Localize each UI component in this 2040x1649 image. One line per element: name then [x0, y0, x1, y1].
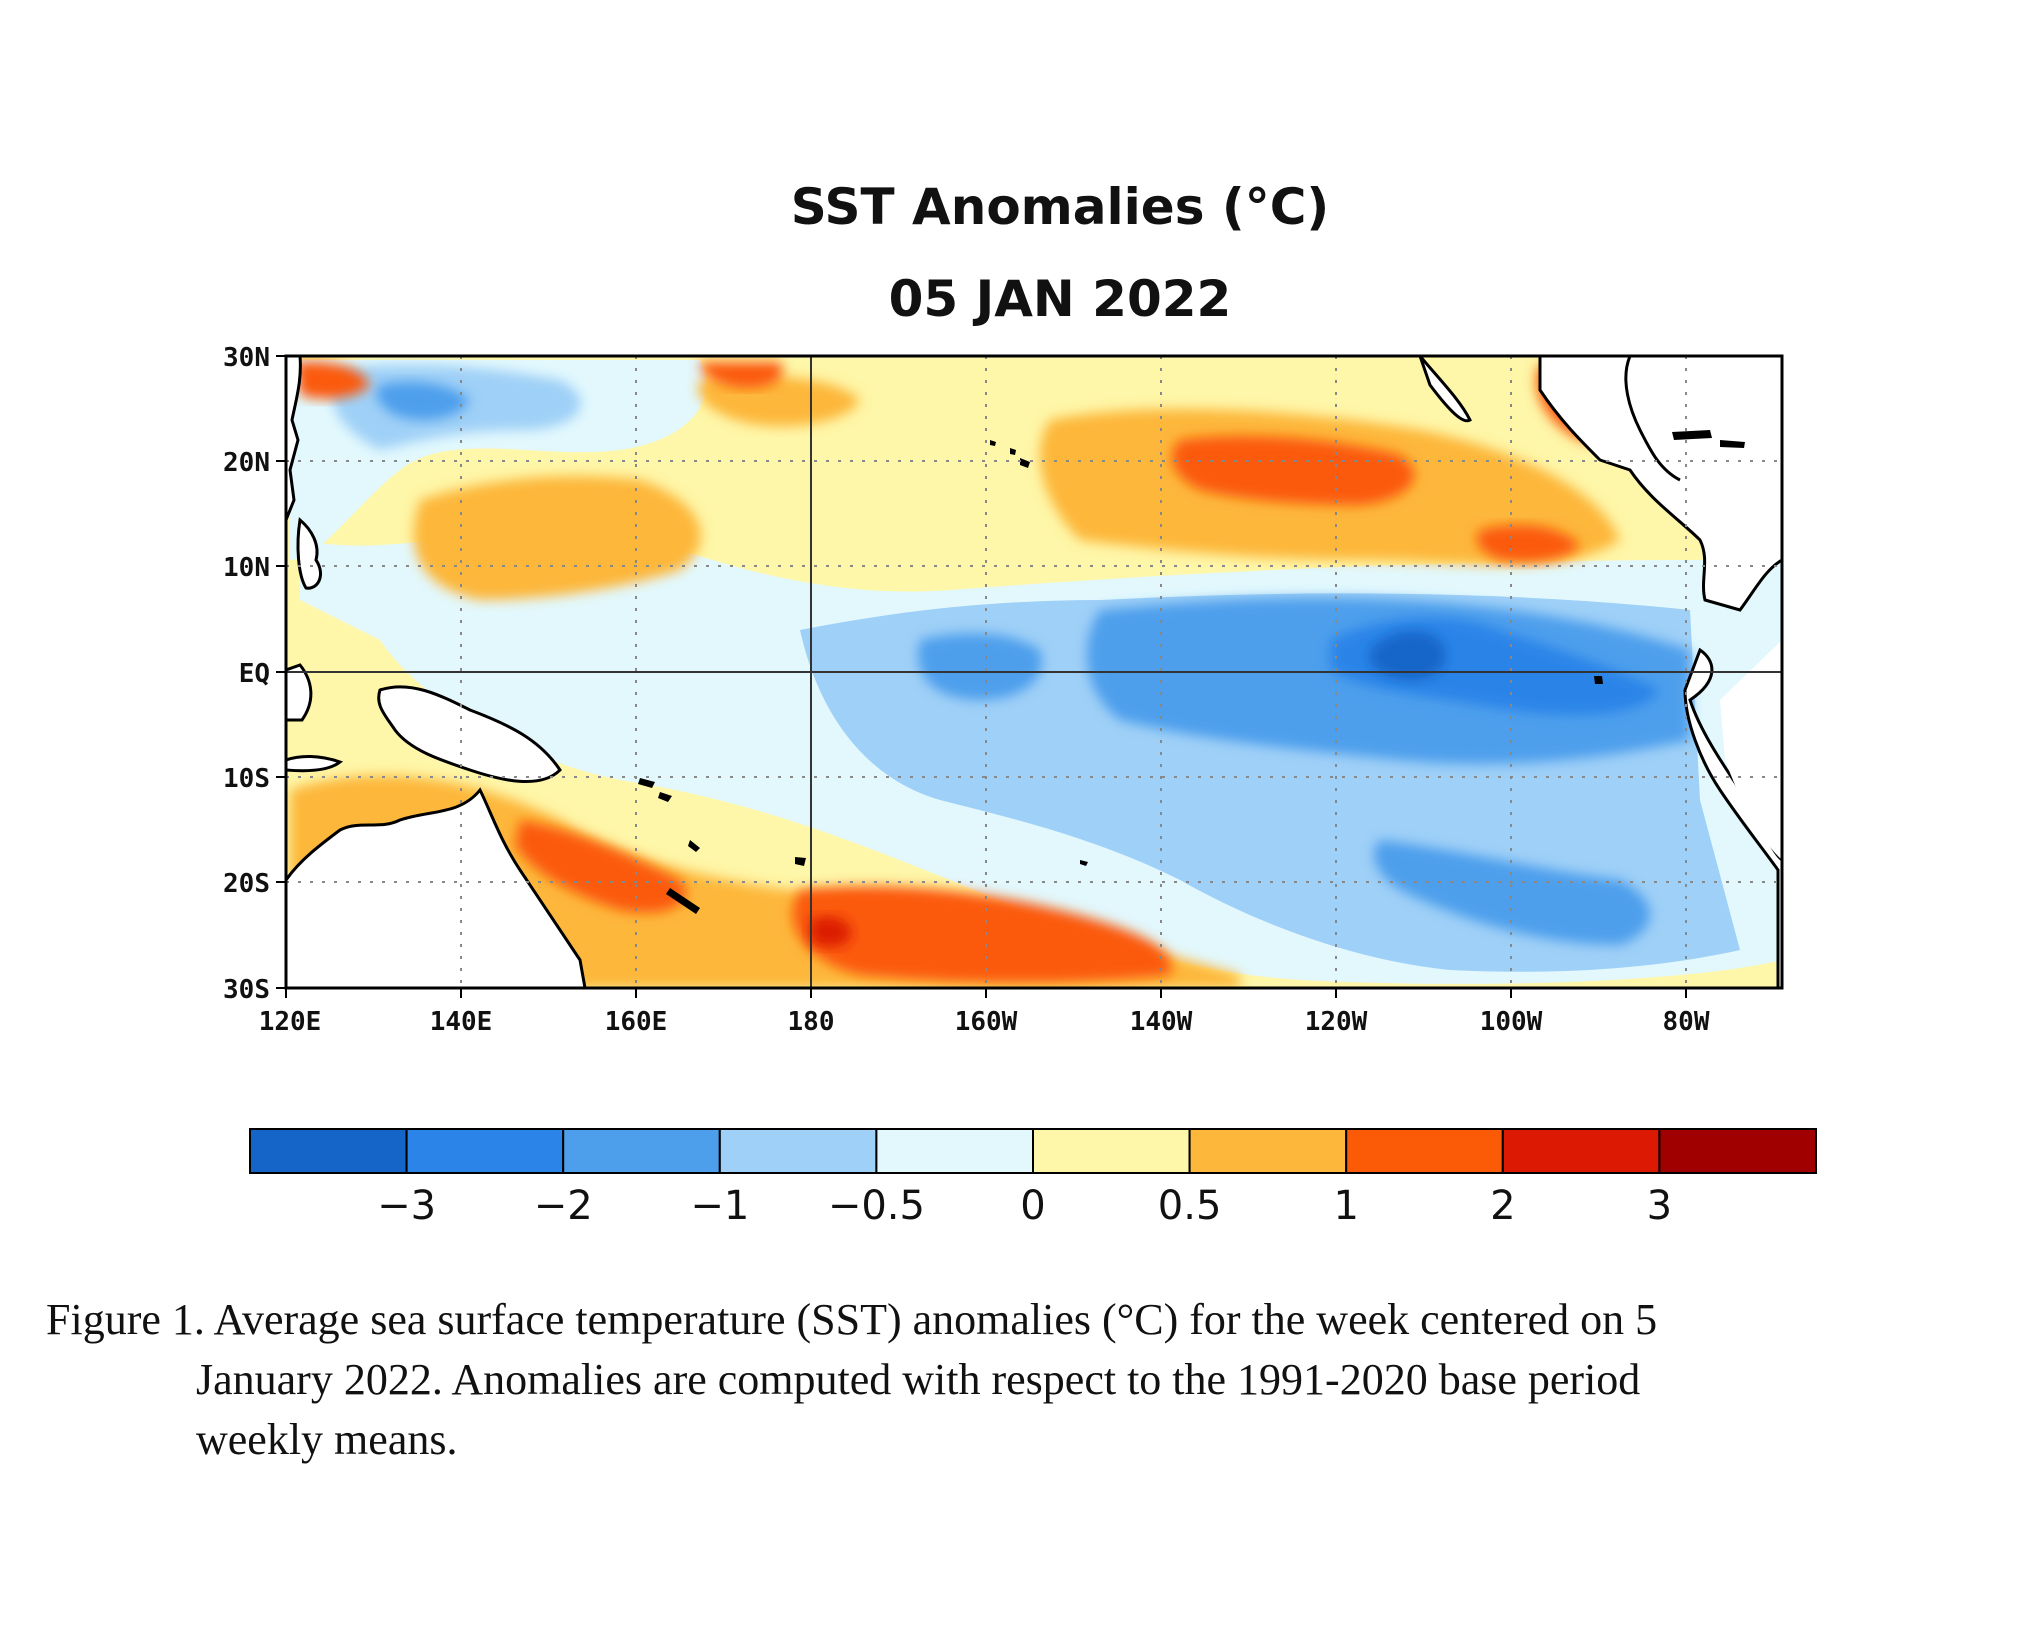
colorbar-swatch [562, 1128, 721, 1174]
y-axis-labels: 30N 20N 10N EQ 10S 20S 30S [223, 343, 270, 1005]
colorbar-label: 0 [1020, 1183, 1045, 1229]
anomaly-region-medium-blue-northwest [376, 381, 470, 420]
colorbar-label: 2 [1490, 1183, 1515, 1229]
caption-line-1: Figure 1. Average sea surface temperatur… [46, 1295, 1658, 1344]
y-tick-label: 30S [223, 975, 270, 1005]
colorbar-swatch [405, 1128, 565, 1174]
anomaly-region-medium-blue [918, 633, 1042, 700]
x-tick-label: 160E [605, 1007, 668, 1037]
colorbar-swatch [1188, 1128, 1348, 1174]
colorbar-swatch [875, 1128, 1035, 1174]
anomaly-region-red-orange [515, 820, 687, 913]
land-south-america-interior [1720, 640, 1782, 860]
land-asia [286, 356, 302, 521]
land-solomon-islands [638, 778, 672, 802]
x-axis-ticks [285, 988, 1687, 998]
x-tick-label: 80W [1663, 1007, 1710, 1037]
anomaly-region-red-orange [792, 886, 1172, 983]
land-australia [286, 787, 587, 988]
anomaly-region-red-orange [700, 362, 783, 389]
sst-anomaly-field [286, 356, 1782, 988]
caption-line-2: January 2022. Anomalies are computed wit… [196, 1355, 1641, 1404]
figure-caption: Figure 1. Average sea surface temperatur… [46, 1290, 1946, 1470]
anomaly-region-orange [698, 376, 860, 427]
land-samoa [1080, 860, 1088, 866]
y-axis-ticks [276, 355, 286, 989]
land-indonesia-west [286, 755, 344, 773]
y-tick-label: EQ [239, 659, 270, 689]
land-gulf-of-mexico-coast [1624, 356, 1681, 482]
colorbar-label: 1 [1333, 1183, 1358, 1229]
map-date: 05 JAN 2022 [888, 270, 1232, 328]
land-north-america [1380, 356, 1782, 612]
anomaly-region-red-orange [1171, 435, 1415, 505]
anomaly-region-orange [413, 476, 701, 600]
colorbar-swatch [1032, 1128, 1191, 1174]
land-new-caledonia [666, 888, 700, 914]
colorbar-label: −3 [377, 1183, 436, 1229]
land-borneo [286, 663, 313, 722]
anomaly-region-medium-blue [1374, 840, 1650, 945]
colorbar-label: −2 [534, 1183, 593, 1229]
anomaly-region-red-orange [295, 361, 370, 399]
anomaly-region-red-orange [1476, 525, 1580, 562]
map-title: SST Anomalies (°C) [790, 178, 1330, 236]
land-baja [1418, 356, 1472, 423]
x-tick-label: 100W [1480, 1007, 1543, 1037]
land-masses [286, 356, 1782, 988]
anomaly-region-red [810, 916, 852, 947]
land-fiji [795, 857, 806, 866]
colorbar-swatch [249, 1128, 408, 1174]
land-vanuatu [688, 840, 700, 852]
y-tick-label: 20S [223, 869, 270, 899]
x-tick-label: 140E [430, 1007, 493, 1037]
y-tick-label: 20N [223, 448, 270, 478]
x-tick-label: 120E [259, 1007, 322, 1037]
y-tick-label: 30N [223, 343, 270, 373]
colorbar: −3 −2 −1 −0.5 0 0.5 1 2 3 [249, 1128, 1818, 1229]
land-galapagos [1594, 676, 1603, 684]
x-tick-label: 180 [788, 1007, 835, 1037]
colorbar-swatch [1345, 1128, 1504, 1174]
colorbar-label: 0.5 [1158, 1183, 1222, 1229]
y-tick-label: 10S [223, 764, 270, 794]
x-tick-label: 120W [1305, 1007, 1368, 1037]
x-tick-label: 160W [955, 1007, 1018, 1037]
colorbar-label: 3 [1647, 1183, 1672, 1229]
colorbar-swatch [1501, 1128, 1661, 1174]
y-tick-label: 10N [223, 553, 270, 583]
x-tick-label: 140W [1130, 1007, 1193, 1037]
colorbar-label: −1 [690, 1183, 749, 1229]
land-caribbean-islands [1672, 430, 1745, 448]
x-axis-labels: 120E 140E 160E 180 160W 140W 120W 100W 8… [259, 1007, 1710, 1037]
colorbar-label: −0.5 [828, 1183, 925, 1229]
caption-line-3: weekly means. [196, 1415, 458, 1464]
land-philippines [296, 517, 322, 590]
colorbar-swatch [1658, 1128, 1818, 1174]
anomaly-region-deepest-blue [1369, 631, 1446, 680]
colorbar-swatch [718, 1128, 878, 1174]
